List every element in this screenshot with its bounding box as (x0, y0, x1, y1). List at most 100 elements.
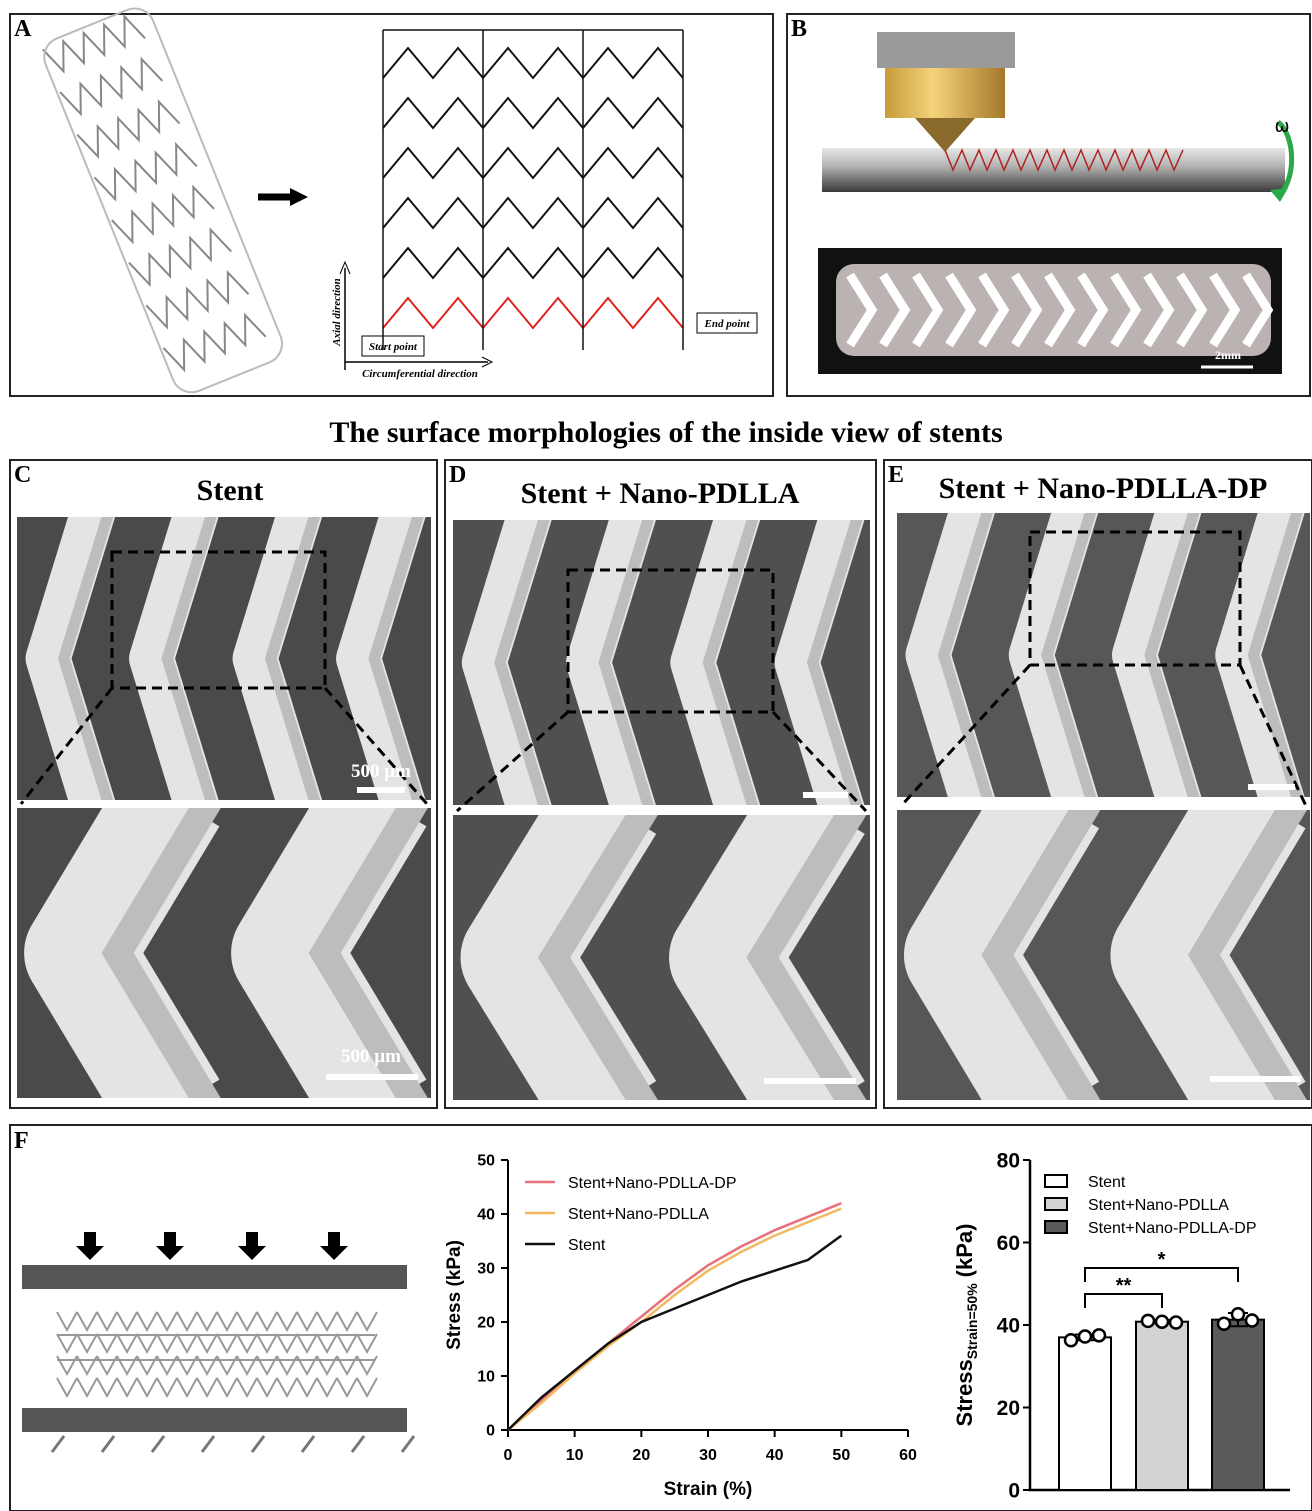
x-tick-label: 30 (699, 1447, 717, 1464)
mandrel (822, 148, 1285, 192)
legend-swatch (1045, 1198, 1067, 1210)
ground-hatch (52, 1436, 414, 1452)
significance-label: * (1158, 1249, 1166, 1271)
panel-title: Stent + Nano-PDLLA (521, 477, 800, 510)
force-arrow (320, 1232, 348, 1260)
scale-label: 2mm (1215, 348, 1241, 362)
stent-strut (60, 55, 162, 118)
stent-strut (146, 268, 248, 331)
x-tick-label: 20 (632, 1447, 650, 1464)
stent-strut (112, 183, 214, 246)
callout: Start point (369, 341, 418, 353)
panel-label: B (791, 16, 807, 42)
data-point (1246, 1314, 1258, 1326)
axis-caption: Circumferential direction (362, 368, 478, 380)
stent-3d (38, 2, 288, 398)
data-line (508, 1203, 841, 1430)
stent-strut (95, 140, 197, 203)
charts: 0 10 20 30 40 50 0 10 20 30 40 50 60 Strain (%) Stress… (444, 1149, 1290, 1502)
zigzag-row (383, 298, 683, 328)
x-tick-label: 0 (504, 1447, 513, 1464)
legend-swatch (1045, 1221, 1067, 1233)
y-tick-label: 20 (477, 1315, 495, 1332)
legend-label: Stent (568, 1237, 606, 1254)
data-point (1093, 1329, 1105, 1341)
rotation-arrow-head (1270, 188, 1288, 202)
stent-strut (129, 226, 231, 289)
zigzag-row (383, 148, 683, 178)
zigzag-row (383, 198, 683, 228)
x-tick-label: 40 (766, 1447, 784, 1464)
nozzle-holder (877, 32, 1015, 68)
y-axis-label-main: Stress (952, 1359, 977, 1426)
force-arrow (156, 1232, 184, 1260)
legend-label: Stent+Nano-PDLLA-DP (568, 1175, 737, 1192)
x-tick-label: 50 (832, 1447, 850, 1464)
arrow-head (290, 188, 308, 206)
scale-label: 500 µm (341, 1046, 401, 1067)
y-tick-label: 20 (997, 1397, 1020, 1420)
panel-label: F (14, 1128, 29, 1154)
stent-outline (38, 2, 288, 398)
x-axis-label: Strain (%) (664, 1479, 753, 1500)
y-tick-label: 50 (477, 1153, 495, 1170)
stent-strut (43, 12, 145, 75)
legend-label: Stent (1088, 1174, 1126, 1191)
axis-caption: Axial direction (331, 278, 343, 347)
y-tick-label: 30 (477, 1261, 495, 1278)
x-tick-label: 10 (566, 1447, 584, 1464)
y-tick-label: 0 (1008, 1479, 1020, 1502)
data-line (508, 1236, 841, 1430)
stent-strut (163, 311, 265, 374)
data-point (1079, 1331, 1091, 1343)
zigzag-row (383, 48, 683, 78)
y-tick-label: 0 (486, 1423, 495, 1440)
force-arrow (76, 1232, 104, 1260)
y-tick-label: 60 (997, 1232, 1020, 1255)
x-tick-label: 60 (899, 1447, 917, 1464)
legend-label: Stent+Nano-PDLLA (1088, 1197, 1229, 1214)
figure-title: The surface morphologies of the inside v… (329, 416, 1002, 449)
figure: A B C D E F The surface morphologies of … (0, 0, 1312, 1511)
panel-label: E (888, 462, 904, 488)
y-axis-label-unit: (kPa) (952, 1224, 977, 1278)
omega: ω (1274, 116, 1289, 137)
zigzag-row (383, 98, 683, 128)
y-axis-label-sub: Strain=50% (964, 1283, 980, 1359)
data-point (1156, 1316, 1168, 1328)
data-point (1218, 1318, 1230, 1330)
panel-label: D (449, 462, 466, 488)
bar (1136, 1322, 1188, 1490)
callout: End point (704, 318, 751, 330)
nozzle (885, 68, 1005, 118)
significance-label: ** (1116, 1275, 1132, 1297)
y-axis-label: StressStrain=50% (kPa) (952, 1224, 980, 1427)
y-tick-label: 40 (997, 1314, 1020, 1337)
bar (1212, 1320, 1264, 1490)
zigzag-row (383, 248, 683, 278)
legend-swatch (1045, 1175, 1067, 1187)
legend-label: Stent+Nano-PDLLA-DP (1088, 1220, 1257, 1237)
data-point (1142, 1315, 1154, 1327)
y-axis-label: Stress (kPa) (444, 1240, 465, 1350)
force-arrow (238, 1232, 266, 1260)
y-tick-label: 40 (477, 1207, 495, 1224)
stent-strut (77, 98, 179, 161)
legend-label: Stent+Nano-PDLLA (568, 1206, 709, 1223)
stent-side (57, 1312, 377, 1396)
panel-label: A (14, 16, 32, 42)
panel-title: Stent + Nano-PDLLA-DP (939, 472, 1268, 505)
data-point (1232, 1308, 1244, 1320)
data-point (1170, 1317, 1182, 1329)
plate (22, 1265, 407, 1289)
y-tick-label: 80 (997, 1149, 1020, 1172)
data-point (1065, 1334, 1077, 1346)
bar (1059, 1337, 1111, 1490)
panel-label: C (14, 462, 31, 488)
plate (22, 1408, 407, 1432)
nozzle-tip (915, 118, 975, 152)
data-line (508, 1209, 841, 1430)
panel-title: Stent (197, 474, 264, 507)
y-tick-label: 10 (477, 1369, 495, 1386)
scale-label: 500 µm (351, 761, 411, 782)
